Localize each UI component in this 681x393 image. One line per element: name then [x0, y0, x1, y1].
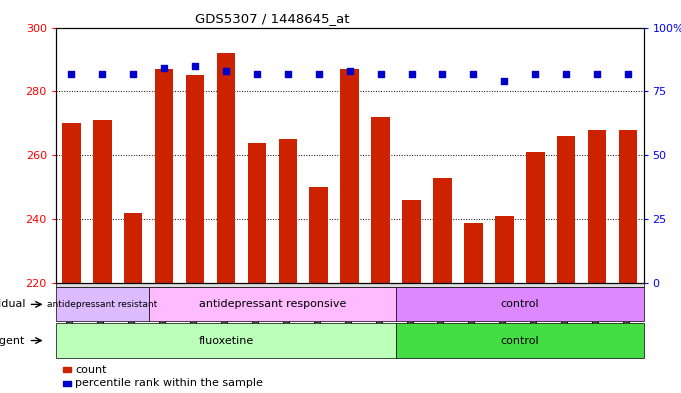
Text: antidepressant responsive: antidepressant responsive: [199, 299, 346, 309]
Text: GDS5307 / 1448645_at: GDS5307 / 1448645_at: [195, 12, 349, 25]
Point: [251, 70, 262, 77]
Bar: [93, 120, 112, 283]
Text: percentile rank within the sample: percentile rank within the sample: [75, 378, 263, 388]
Point: [221, 68, 232, 74]
Point: [592, 70, 603, 77]
Text: individual: individual: [0, 299, 25, 309]
Bar: [433, 178, 452, 283]
Text: count: count: [75, 365, 106, 375]
Point: [283, 70, 294, 77]
Bar: [186, 75, 204, 283]
Point: [560, 70, 571, 77]
Bar: [464, 222, 483, 283]
Bar: [279, 140, 297, 283]
Bar: [526, 152, 545, 283]
Point: [97, 70, 108, 77]
Text: agent: agent: [0, 336, 25, 345]
Point: [344, 68, 355, 74]
Point: [406, 70, 417, 77]
Bar: [124, 213, 142, 283]
Point: [128, 70, 139, 77]
Bar: [217, 53, 235, 283]
Point: [622, 70, 633, 77]
Point: [437, 70, 448, 77]
Point: [313, 70, 324, 77]
Bar: [371, 117, 390, 283]
Point: [159, 65, 170, 72]
Text: antidepressant resistant: antidepressant resistant: [47, 300, 157, 309]
Bar: [340, 69, 359, 283]
Point: [66, 70, 77, 77]
Text: fluoxetine: fluoxetine: [198, 336, 253, 345]
Bar: [309, 187, 328, 283]
Bar: [62, 123, 80, 283]
Bar: [557, 136, 575, 283]
Bar: [248, 143, 266, 283]
Bar: [619, 130, 637, 283]
Point: [530, 70, 541, 77]
Bar: [588, 130, 606, 283]
Text: control: control: [501, 336, 539, 345]
Point: [375, 70, 386, 77]
Point: [189, 63, 200, 69]
Bar: [495, 216, 513, 283]
Point: [468, 70, 479, 77]
Point: [499, 78, 510, 84]
Bar: [402, 200, 421, 283]
Text: control: control: [501, 299, 539, 309]
Bar: [155, 69, 174, 283]
